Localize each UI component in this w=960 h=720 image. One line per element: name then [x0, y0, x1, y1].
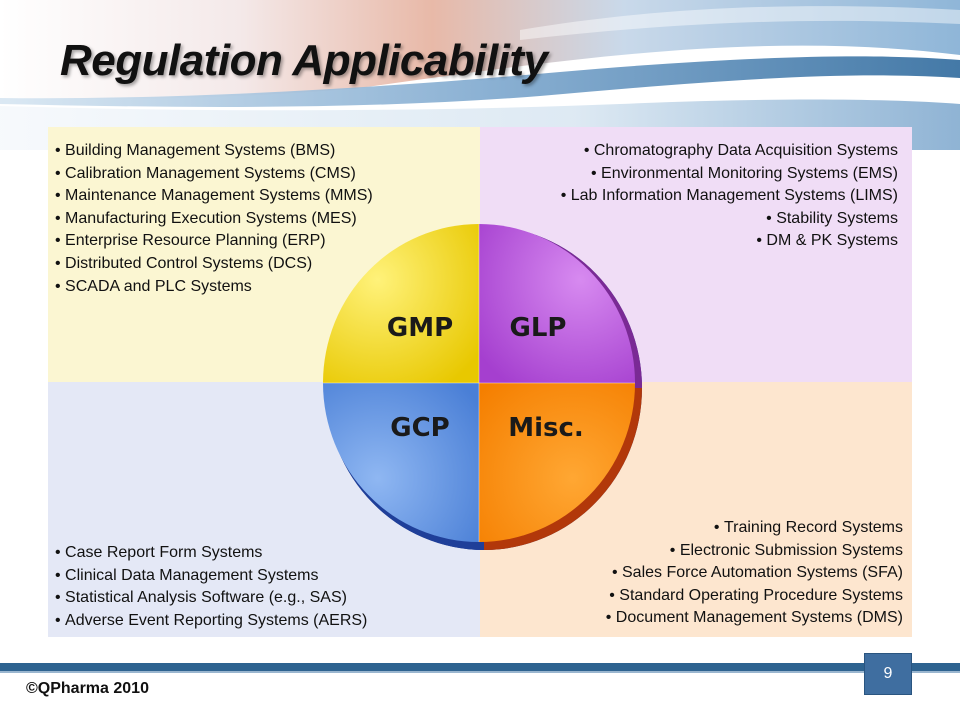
list-item: SCADA and PLC Systems: [55, 276, 373, 299]
glp-label: GLP: [510, 313, 567, 343]
list-item: Manufacturing Execution Systems (MES): [55, 208, 373, 231]
gmp-segment: [323, 224, 479, 383]
regulation-pie: GMP GLP GCP Misc.: [323, 224, 642, 550]
list-item: Sales Force Automation Systems (SFA): [606, 562, 903, 585]
list-item: Lab Information Management Systems (LIMS…: [561, 185, 898, 208]
list-item: DM & PK Systems: [561, 230, 898, 253]
list-item: Adverse Event Reporting Systems (AERS): [55, 610, 367, 633]
misc-systems-list: Training Record Systems Electronic Submi…: [606, 517, 903, 630]
gcp-segment: [323, 383, 479, 542]
footer-bar: [0, 663, 960, 671]
list-item: Building Management Systems (BMS): [55, 140, 373, 163]
gmp-systems-list: Building Management Systems (BMS) Calibr…: [55, 140, 373, 298]
footer-bar-accent: [0, 671, 960, 673]
list-item: Document Management Systems (DMS): [606, 607, 903, 630]
list-item: Training Record Systems: [606, 517, 903, 540]
list-item: Maintenance Management Systems (MMS): [55, 185, 373, 208]
copyright-text: ©QPharma 2010: [26, 680, 149, 697]
list-item: Stability Systems: [561, 208, 898, 231]
gcp-systems-list: Case Report Form Systems Clinical Data M…: [55, 542, 367, 632]
list-item: Statistical Analysis Software (e.g., SAS…: [55, 587, 367, 610]
list-item: Enterprise Resource Planning (ERP): [55, 230, 373, 253]
list-item: Environmental Monitoring Systems (EMS): [561, 163, 898, 186]
gcp-label: GCP: [390, 413, 449, 443]
list-item: Electronic Submission Systems: [606, 540, 903, 563]
glp-segment: [479, 224, 635, 383]
page-title: Regulation Applicability: [60, 36, 548, 85]
misc-segment: [479, 383, 635, 542]
page-number: 9: [864, 653, 912, 695]
gmp-label: GMP: [387, 313, 453, 343]
list-item: Chromatography Data Acquisition Systems: [561, 140, 898, 163]
list-item: Case Report Form Systems: [55, 542, 367, 565]
list-item: Clinical Data Management Systems: [55, 565, 367, 588]
list-item: Calibration Management Systems (CMS): [55, 163, 373, 186]
list-item: Distributed Control Systems (DCS): [55, 253, 373, 276]
misc-label: Misc.: [508, 413, 584, 443]
list-item: Standard Operating Procedure Systems: [606, 585, 903, 608]
header-banner: [0, 0, 960, 150]
glp-systems-list: Chromatography Data Acquisition Systems …: [561, 140, 898, 253]
